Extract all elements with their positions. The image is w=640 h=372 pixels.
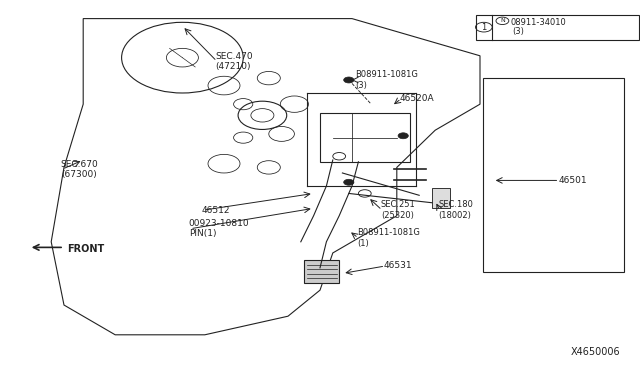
Text: B08911-1081G
(1): B08911-1081G (1): [357, 228, 420, 248]
Text: SEC.251
(25320): SEC.251 (25320): [381, 201, 415, 220]
Text: SEC.180
(18002): SEC.180 (18002): [438, 201, 473, 220]
Text: SEC.670
(67300): SEC.670 (67300): [61, 160, 99, 179]
Text: B08911-1081G
(3): B08911-1081G (3): [355, 70, 418, 90]
Bar: [304, 260, 339, 283]
Text: X4650006: X4650006: [571, 347, 621, 357]
Text: 46512: 46512: [202, 206, 230, 215]
Circle shape: [344, 179, 354, 185]
Bar: [483, 78, 624, 272]
Text: SEC.470
(47210): SEC.470 (47210): [216, 52, 253, 71]
Text: 1: 1: [481, 23, 486, 32]
Text: 46520A: 46520A: [400, 94, 435, 103]
Text: 46531: 46531: [384, 262, 413, 270]
Circle shape: [398, 133, 408, 139]
Text: 46501: 46501: [558, 176, 587, 185]
Text: N: N: [500, 18, 505, 23]
Circle shape: [344, 77, 354, 83]
Text: 08911-34010: 08911-34010: [510, 18, 566, 27]
Bar: [320, 113, 410, 162]
Text: 00923-10810
PIN(1): 00923-10810 PIN(1): [189, 219, 250, 238]
Bar: [476, 15, 639, 40]
Text: FRONT: FRONT: [67, 244, 104, 254]
Text: (3): (3): [512, 27, 524, 36]
Bar: [432, 188, 450, 208]
